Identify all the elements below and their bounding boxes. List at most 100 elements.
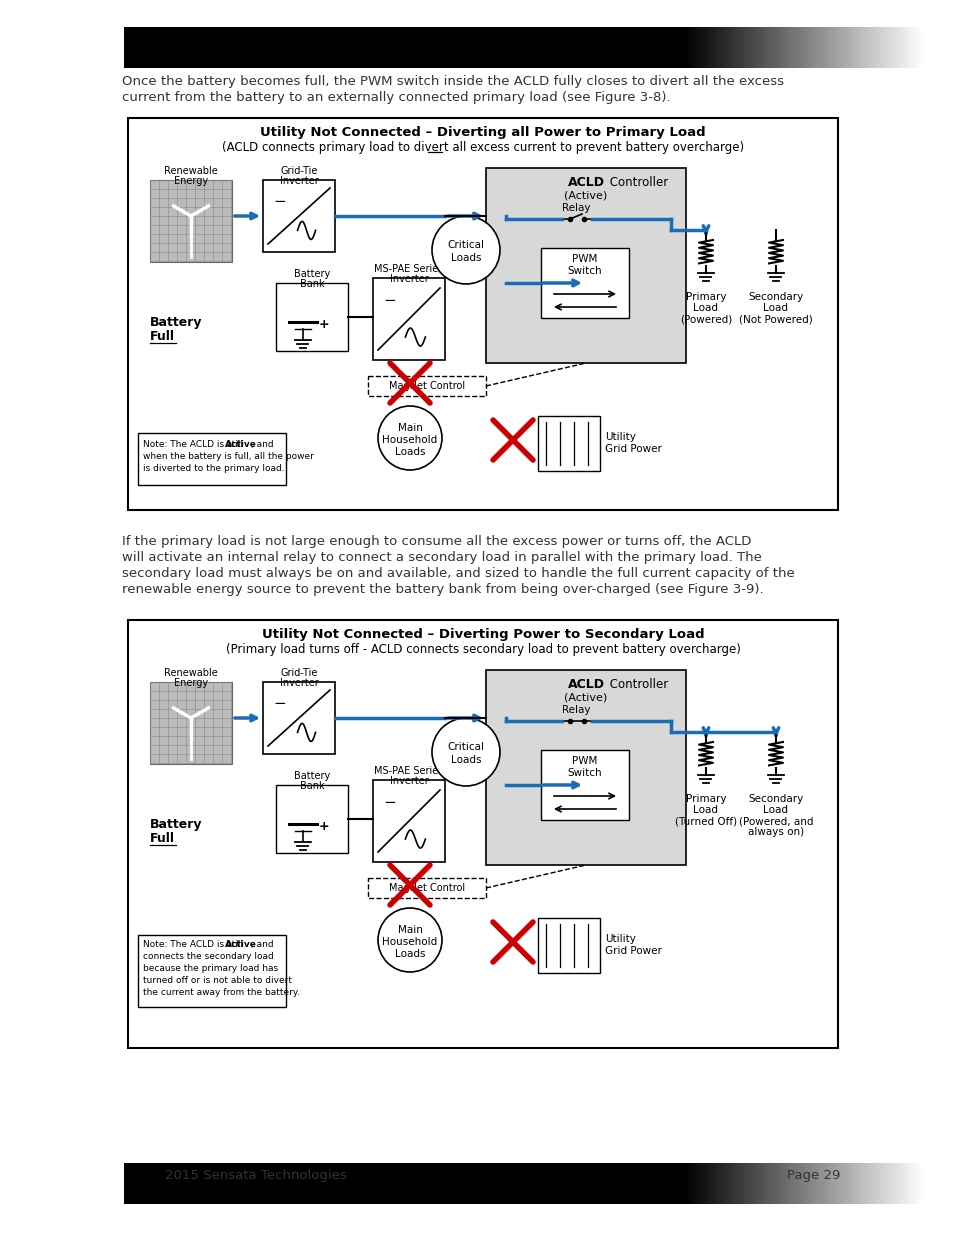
Text: Battery: Battery	[294, 771, 330, 781]
Text: Main: Main	[397, 424, 422, 433]
Text: Active: Active	[225, 440, 256, 450]
Text: PWM: PWM	[572, 254, 598, 264]
Text: secondary load must always be on and available, and sized to handle the full cur: secondary load must always be on and ava…	[122, 567, 794, 580]
Text: when the battery is full, all the power: when the battery is full, all the power	[143, 452, 314, 461]
Text: Utility Not Connected – Diverting all Power to Primary Load: Utility Not Connected – Diverting all Po…	[260, 126, 705, 140]
Bar	[263, 180, 335, 252]
Text: will activate an internal relay to connect a secondary load in parallel with the: will activate an internal relay to conne…	[122, 551, 761, 564]
Bar	[373, 278, 444, 359]
Text: Grid Power: Grid Power	[604, 946, 661, 956]
Text: Primary: Primary	[685, 794, 725, 804]
Text: ACLD: ACLD	[567, 678, 604, 692]
Bar	[263, 682, 335, 755]
Text: Utility: Utility	[604, 432, 636, 442]
Text: (Powered, and: (Powered, and	[738, 816, 812, 826]
Text: Secondary: Secondary	[747, 291, 802, 303]
Text: Energy: Energy	[173, 177, 208, 186]
Text: Renewable: Renewable	[164, 165, 217, 177]
Text: Controller: Controller	[605, 678, 667, 692]
Text: MS-PAE Series: MS-PAE Series	[374, 766, 443, 776]
Text: Active: Active	[225, 940, 256, 948]
Text: Full: Full	[150, 832, 174, 845]
Text: Main: Main	[397, 925, 422, 935]
Text: Loads: Loads	[395, 447, 425, 457]
Text: Inverter: Inverter	[279, 177, 318, 186]
Text: current from the battery to an externally connected primary load (see Figure 3-8: current from the battery to an externall…	[122, 91, 670, 104]
Text: Page 29: Page 29	[786, 1168, 840, 1182]
Text: 2015 Sensata Technologies: 2015 Sensata Technologies	[165, 1168, 346, 1182]
Text: Energy: Energy	[173, 678, 208, 688]
Bar	[540, 750, 628, 820]
Text: because the primary load has: because the primary load has	[143, 965, 278, 973]
Text: is diverted to the primary load.: is diverted to the primary load.	[143, 464, 284, 473]
Text: (Active): (Active)	[564, 693, 607, 703]
Text: MagNet Control: MagNet Control	[389, 382, 464, 391]
Text: Secondary: Secondary	[747, 794, 802, 804]
Text: Once the battery becomes full, the PWM switch inside the ACLD fully closes to di: Once the battery becomes full, the PWM s…	[122, 75, 783, 88]
Text: +: +	[318, 317, 330, 331]
Circle shape	[432, 216, 499, 284]
Text: Switch: Switch	[567, 266, 601, 275]
Text: Relay: Relay	[561, 705, 590, 715]
Bar	[138, 433, 286, 485]
Bar	[537, 918, 599, 973]
Text: Relay: Relay	[561, 203, 590, 212]
Text: the current away from the battery.: the current away from the battery.	[143, 988, 299, 997]
Text: , and: , and	[251, 440, 274, 450]
Text: Loads: Loads	[395, 948, 425, 960]
Text: Bank: Bank	[299, 279, 324, 289]
Text: Battery: Battery	[150, 818, 202, 831]
Text: Bank: Bank	[299, 781, 324, 790]
Text: Load: Load	[762, 805, 788, 815]
Text: Household: Household	[382, 435, 437, 445]
Text: Note: The ACLD is still: Note: The ACLD is still	[143, 440, 246, 450]
Text: Inverter: Inverter	[389, 274, 428, 284]
Text: Loads: Loads	[450, 755, 480, 764]
Text: Renewable: Renewable	[164, 668, 217, 678]
Text: turned off or is not able to divert: turned off or is not able to divert	[143, 976, 292, 986]
Text: renewable energy source to prevent the battery bank from being over-charged (see: renewable energy source to prevent the b…	[122, 583, 762, 597]
Text: Controller: Controller	[605, 177, 667, 189]
Text: Grid-Tie: Grid-Tie	[280, 668, 317, 678]
Text: connects the secondary load: connects the secondary load	[143, 952, 274, 961]
Text: , and: , and	[251, 940, 274, 948]
Text: −: −	[382, 795, 395, 810]
Text: Utility Not Connected – Diverting Power to Secondary Load: Utility Not Connected – Diverting Power …	[261, 629, 703, 641]
Text: ACLD: ACLD	[567, 177, 604, 189]
Text: Critical: Critical	[447, 742, 484, 752]
Bar	[138, 935, 286, 1007]
Bar	[150, 682, 232, 764]
Bar	[128, 119, 837, 510]
Text: MagNet Control: MagNet Control	[389, 883, 464, 893]
Bar	[368, 878, 485, 898]
Bar	[373, 781, 444, 862]
Bar	[275, 785, 348, 853]
Text: Switch: Switch	[567, 768, 601, 778]
Text: Loads: Loads	[450, 253, 480, 263]
Bar	[485, 168, 685, 363]
Bar	[150, 180, 232, 262]
Circle shape	[377, 908, 441, 972]
Bar	[128, 620, 837, 1049]
Text: Primary: Primary	[685, 291, 725, 303]
Text: +: +	[318, 820, 330, 832]
Circle shape	[377, 406, 441, 471]
Text: (ACLD connects primary load to divert all excess current to prevent battery over: (ACLD connects primary load to divert al…	[222, 141, 743, 154]
Text: Load: Load	[693, 805, 718, 815]
Text: Full: Full	[150, 330, 174, 343]
Bar	[537, 416, 599, 471]
Text: (Not Powered): (Not Powered)	[739, 314, 812, 324]
Text: Household: Household	[382, 937, 437, 947]
Text: MS-PAE Series: MS-PAE Series	[374, 264, 443, 274]
Text: (Active): (Active)	[564, 191, 607, 201]
Text: Grid Power: Grid Power	[604, 445, 661, 454]
Text: −: −	[273, 697, 286, 711]
Bar	[368, 375, 485, 396]
Text: Utility: Utility	[604, 935, 636, 945]
Text: PWM: PWM	[572, 756, 598, 766]
Text: −: −	[273, 194, 286, 209]
Bar	[275, 283, 348, 351]
Text: Load: Load	[762, 303, 788, 312]
Text: Battery: Battery	[150, 316, 202, 329]
Circle shape	[432, 718, 499, 785]
